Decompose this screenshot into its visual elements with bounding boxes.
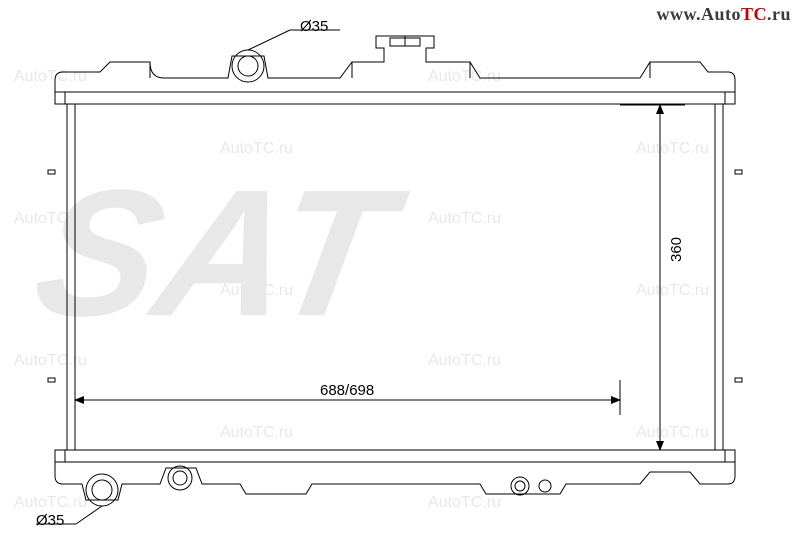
dim-top-port: Ø35 (300, 18, 328, 35)
watermark-url: www.AutoTC.ru (656, 4, 791, 25)
dim-bottom-port: Ø35 (36, 512, 64, 529)
drawing-canvas: SAT AutoTC.ru AutoTC.ru AutoTC.ru AutoTC… (0, 0, 799, 544)
url-red: TC (741, 4, 767, 24)
radiator-svg (0, 0, 799, 544)
url-prefix: www. (656, 4, 701, 24)
url-suffix: .ru (767, 4, 791, 24)
dim-width: 688/698 (320, 382, 374, 399)
dim-height: 360 (668, 237, 685, 262)
url-main: Auto (701, 4, 741, 24)
